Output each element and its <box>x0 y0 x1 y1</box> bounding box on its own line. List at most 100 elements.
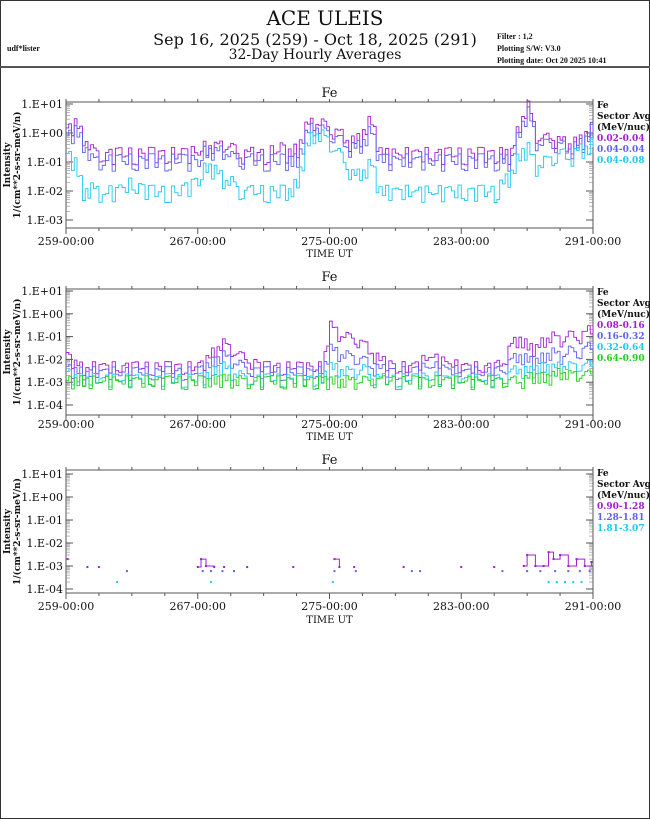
date-range: Sep 16, 2025 (259) - Oct 18, 2025 (291) <box>153 30 477 49</box>
y-tick-label: 1.E-03 <box>27 214 63 227</box>
legend-entry: 1.81-3.07 <box>597 524 645 534</box>
y-tick-label: 1.E-02 <box>27 185 63 198</box>
legend-entry: 0.16-0.32 <box>597 332 645 342</box>
y-axis-label: Intensity <box>3 508 13 554</box>
data-point <box>292 566 295 569</box>
y-tick-label: 1.E+01 <box>21 98 63 111</box>
chart-panel-3: 259-00:00 267-00:00 275-00:00 283-00:00 291-… <box>3 453 650 626</box>
data-point <box>555 581 558 584</box>
series-step <box>197 559 202 568</box>
y-tick-label: 1.E+01 <box>21 285 63 298</box>
y-tick-label: 1.E-01 <box>27 514 63 527</box>
data-point <box>333 570 336 573</box>
lister-label: udf*lister <box>7 44 40 53</box>
data-point <box>460 566 463 569</box>
data-point <box>578 570 581 573</box>
series-line <box>66 106 594 172</box>
series-step <box>576 558 586 566</box>
data-point <box>588 570 591 573</box>
chart-title: Fe <box>321 453 337 468</box>
y-axis-units: 1/(cm**2-s-sr-meV/n) <box>12 112 23 219</box>
series-step <box>584 561 592 567</box>
y-tick-label: 1.E-01 <box>27 156 63 169</box>
data-point <box>209 570 212 573</box>
x-tick-label: 259-00:00 <box>38 235 94 248</box>
legend-entry: 0.04-0.04 <box>597 145 645 155</box>
y-axis-units: 1/(cm**2-s-sr-meV/n) <box>12 299 23 406</box>
x-tick-label: 267-00:00 <box>170 600 226 613</box>
legend-heading: Sector Avg <box>597 112 650 122</box>
y-tick-label: 1.E-03 <box>27 560 63 573</box>
x-tick-label: 291-00:00 <box>565 418 621 431</box>
data-point <box>125 570 128 573</box>
series-step <box>543 552 550 567</box>
legend-heading: Sector Avg <box>597 299 650 309</box>
series-step <box>553 555 561 560</box>
legend-units: (MeV/nuc) <box>597 309 650 320</box>
y-tick-label: 1.E-04 <box>27 583 63 596</box>
x-tick-label: 275-00:00 <box>301 418 357 431</box>
data-point <box>201 570 204 573</box>
data-point <box>223 566 226 569</box>
x-axis-label: TIME UT <box>306 249 353 260</box>
legend-species: Fe <box>597 101 609 111</box>
data-point <box>501 570 504 573</box>
data-point <box>547 581 550 584</box>
legend-entry: 1.28-1.81 <box>597 513 645 523</box>
data-point <box>580 581 583 584</box>
series-step <box>527 554 536 566</box>
series-step <box>568 559 578 567</box>
series-step <box>523 555 528 567</box>
legend-entry: 0.08-0.16 <box>597 321 645 331</box>
legend-units: (MeV/nuc) <box>597 490 650 501</box>
legend-entry: 0.90-1.28 <box>597 502 645 512</box>
x-tick-label: 259-00:00 <box>38 600 94 613</box>
series-step <box>334 558 340 568</box>
legend-entry: 0.64-0.90 <box>597 354 645 364</box>
legend-species: Fe <box>597 288 609 298</box>
subtitle: 32-Day Hourly Averages <box>228 47 402 63</box>
x-tick-label: 283-00:00 <box>433 235 489 248</box>
data-point <box>526 570 529 573</box>
x-tick-label: 267-00:00 <box>170 235 226 248</box>
legend-entry: 0.04-0.08 <box>597 156 645 166</box>
data-point <box>86 566 89 569</box>
chart-title: Fe <box>321 86 337 101</box>
legend-species: Fe <box>597 469 609 479</box>
y-tick-label: 1.E-02 <box>27 537 63 550</box>
x-tick-label: 291-00:00 <box>565 600 621 613</box>
data-point <box>554 570 557 573</box>
x-tick-label: 259-00:00 <box>38 418 94 431</box>
series-step <box>205 565 215 568</box>
data-point <box>354 570 357 573</box>
x-axis-label: TIME UT <box>306 432 353 443</box>
y-axis-units: 1/(cm**2-s-sr-meV/n) <box>12 478 23 585</box>
x-tick-label: 283-00:00 <box>433 418 489 431</box>
data-point <box>353 566 356 569</box>
data-point <box>402 566 405 569</box>
data-point <box>246 566 249 569</box>
y-axis-label: Intensity <box>3 329 13 375</box>
data-point <box>221 570 224 573</box>
legend-units: (MeV/nuc) <box>597 122 650 133</box>
series-step <box>560 554 569 566</box>
data-point <box>331 581 334 584</box>
series-line <box>66 359 594 388</box>
data-point <box>97 566 100 569</box>
filter-label: Filter : 1,2 <box>497 32 533 41</box>
x-tick-label: 275-00:00 <box>301 600 357 613</box>
y-tick-label: 1.E-03 <box>27 376 63 389</box>
software-label: Plotting S/W: V3.0 <box>497 44 561 53</box>
y-tick-label: 1.E-04 <box>27 399 63 412</box>
data-point <box>232 570 235 573</box>
data-point <box>564 581 567 584</box>
y-axis-label: Intensity <box>3 142 13 188</box>
series-step <box>548 551 554 560</box>
plot-date-label: Plotting date: Oct 20 2025 10:41 <box>497 56 607 65</box>
data-point <box>209 581 212 584</box>
data-point <box>567 570 570 573</box>
y-tick-label: 1.E+00 <box>21 308 63 321</box>
data-point <box>419 570 422 573</box>
legend-entry: 0.02-0.04 <box>597 134 645 144</box>
y-tick-label: 1.E+00 <box>21 491 63 504</box>
